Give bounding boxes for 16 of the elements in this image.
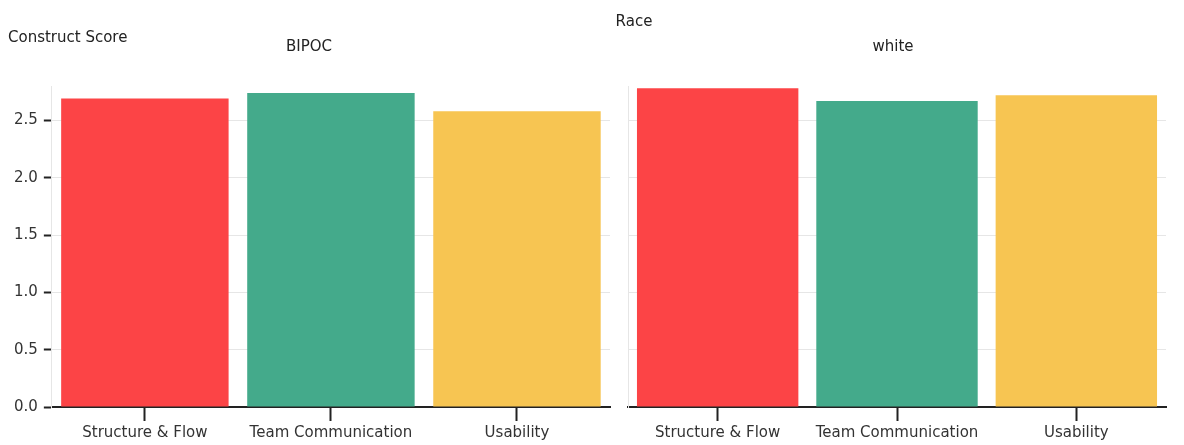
y-tick-label: 0.5 [14, 339, 38, 358]
y-tick-label: 0.0 [14, 396, 38, 415]
y-axis-title: Construct Score [8, 27, 128, 46]
y-tick-label: 1.0 [14, 282, 38, 301]
x-tick-label: Team Communication [814, 422, 979, 441]
chart-title: BIPOC [285, 36, 333, 55]
text: Race [615, 12, 653, 30]
x-tick-label: Structure & Flow [655, 422, 781, 441]
y-tick-label: 1.5 [14, 224, 38, 243]
x-tick-label: Team Communication [248, 422, 413, 441]
chart-title: white [872, 36, 914, 55]
x-tick-label: Usability [484, 422, 550, 441]
y-tick-label: 2.0 [14, 167, 38, 186]
x-tick-label: Structure & Flow [82, 422, 208, 441]
y-tick-label: 2.5 [14, 110, 38, 129]
x-tick-label: Usability [1043, 422, 1109, 441]
